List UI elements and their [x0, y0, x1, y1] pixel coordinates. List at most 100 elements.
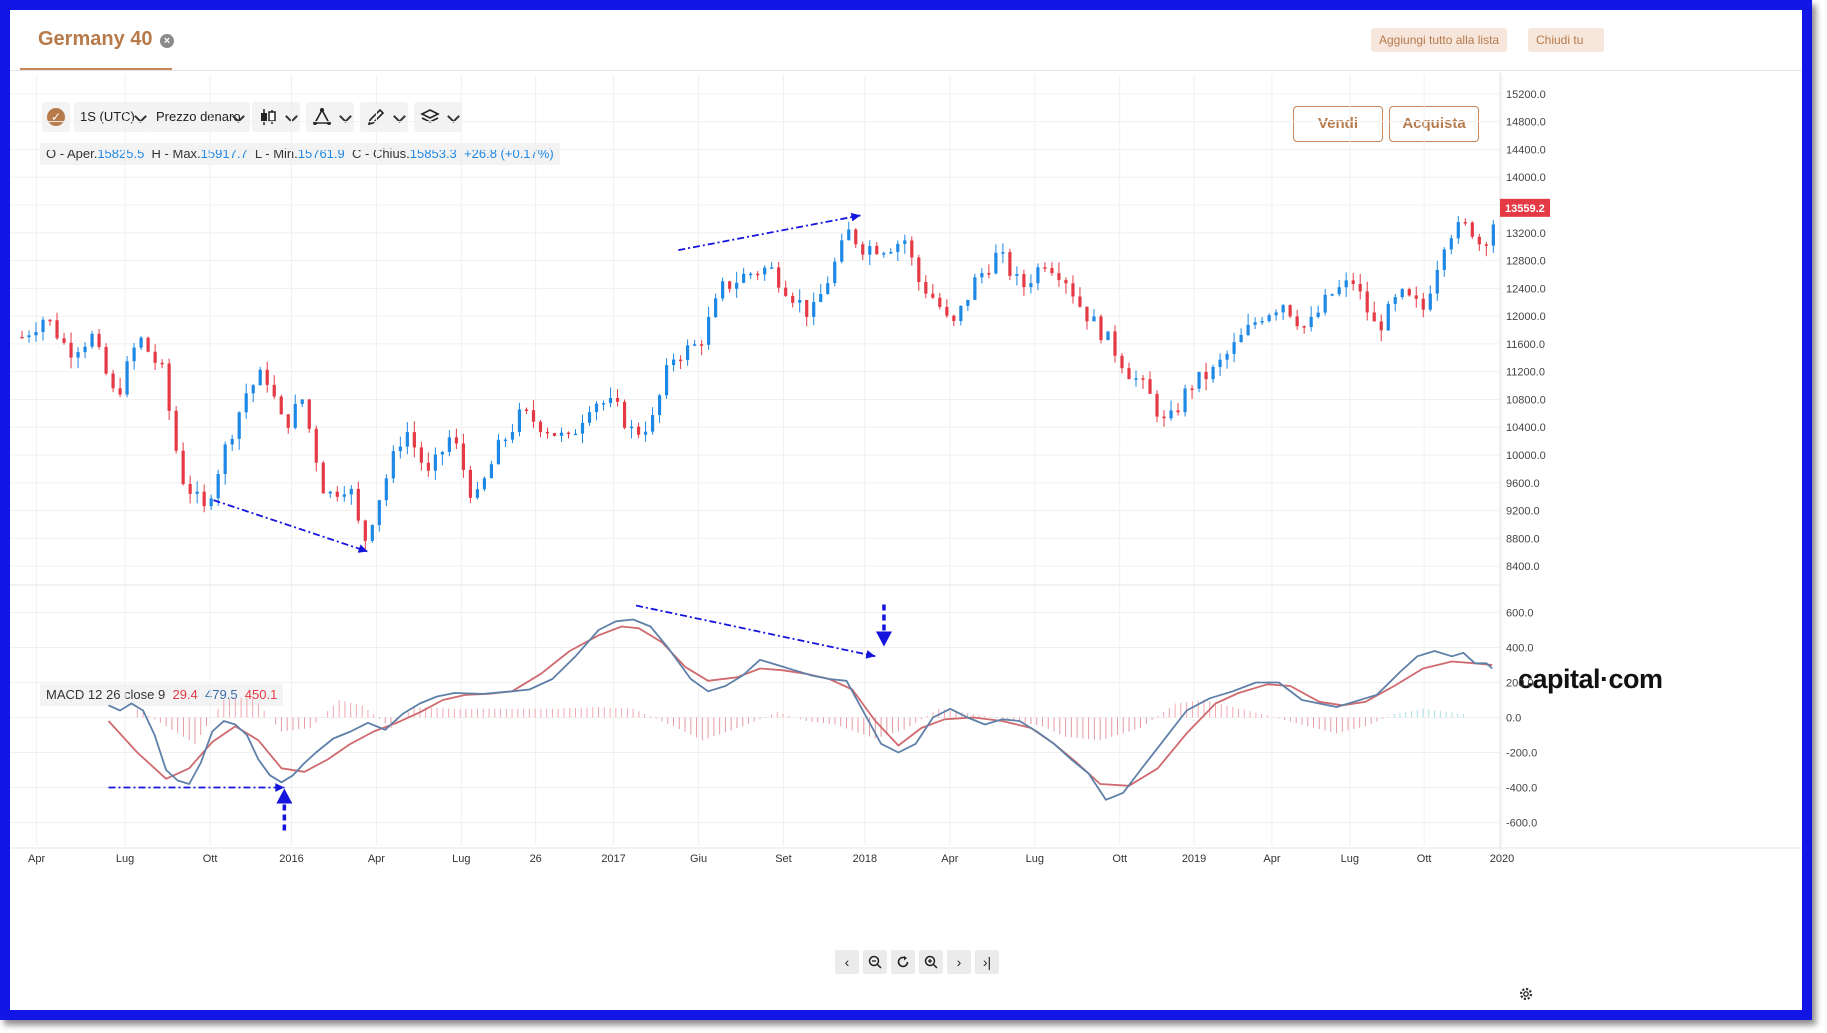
candle-body	[188, 484, 192, 494]
candle-body	[559, 432, 564, 436]
candle-body	[770, 267, 774, 269]
candle-body	[412, 432, 416, 448]
candle-body	[671, 359, 676, 366]
candle-body	[321, 462, 325, 494]
x-tick-label: Ott	[1417, 853, 1432, 865]
candle-body	[237, 412, 241, 439]
candle-body	[826, 283, 830, 295]
change-value: +26.8 (+0.17%)	[464, 146, 554, 161]
candle-body	[938, 297, 942, 307]
chart-type-button[interactable]	[252, 102, 300, 132]
candle-body	[468, 469, 473, 498]
add-all-to-list-button[interactable]: Aggiungi tutto alla lista	[1371, 28, 1508, 52]
candle-body	[987, 273, 991, 275]
tab-title: Germany 40	[38, 28, 153, 50]
scroll-left-button[interactable]: ‹	[835, 950, 859, 974]
x-tick-label: Apr	[941, 853, 958, 865]
candle-body	[384, 478, 388, 501]
candle-body	[496, 439, 501, 465]
candle-body	[763, 267, 767, 275]
price-type-select[interactable]: Prezzo denaro	[150, 102, 250, 132]
candle-body	[153, 351, 157, 363]
candle-body	[1078, 296, 1082, 307]
settings-check-button[interactable]: ✓	[42, 102, 70, 132]
tab-germany-40[interactable]: Germany 40 ×	[20, 10, 174, 70]
candle-body	[1183, 388, 1187, 413]
candle-body	[279, 396, 283, 415]
candle-body	[573, 433, 578, 436]
y-tick-label: 12800.0	[1506, 256, 1546, 268]
candle-body	[90, 333, 94, 347]
candle-body	[615, 398, 620, 402]
candle-body	[742, 273, 746, 283]
candle-body	[664, 365, 669, 396]
timeframe-select[interactable]: 1S (UTC)	[74, 102, 152, 132]
candle-body	[1022, 274, 1026, 288]
candle-body	[1358, 284, 1362, 292]
candle-body	[1302, 326, 1306, 328]
price-trend-arrow-head	[357, 544, 368, 553]
candle-body	[349, 488, 353, 495]
candle-body	[83, 346, 87, 353]
signal-arrow-head	[276, 788, 293, 804]
candle-body	[195, 491, 199, 494]
sell-button[interactable]: Vendi	[1293, 106, 1383, 142]
close-icon[interactable]: ×	[160, 34, 174, 48]
zoom-in-button[interactable]	[919, 950, 943, 974]
gear-icon[interactable]	[1518, 986, 1534, 1002]
candle-body	[244, 393, 248, 413]
scroll-to-end-button[interactable]: ›|	[975, 950, 999, 974]
candle-body	[1330, 294, 1334, 296]
candle-body	[1113, 331, 1117, 356]
candle-body	[868, 246, 872, 255]
candle-body	[693, 344, 697, 346]
candle-body	[286, 414, 290, 428]
layers-button[interactable]	[414, 102, 462, 132]
candle-body	[41, 319, 45, 333]
candle-body	[328, 491, 332, 494]
candle-body	[812, 301, 816, 317]
candle-body	[784, 287, 788, 296]
candle-body	[798, 300, 802, 303]
zoom-out-button[interactable]	[863, 950, 887, 974]
candle-body	[1393, 297, 1397, 304]
candle-body	[104, 346, 108, 374]
pencil-tool-button[interactable]	[360, 102, 408, 132]
zoom-out-icon	[868, 955, 882, 969]
candle-body	[335, 491, 339, 497]
last-price-label: 13559.2	[1505, 203, 1545, 215]
candle-body	[1309, 316, 1313, 328]
candle-body	[440, 451, 444, 455]
buy-button[interactable]: Acquista	[1389, 106, 1479, 142]
y-tick-label: 14400.0	[1506, 144, 1546, 156]
candle-body	[714, 298, 718, 318]
x-tick-label: Ott	[1112, 853, 1127, 865]
candle-body	[1134, 378, 1138, 380]
drawing-tools-button[interactable]	[306, 102, 354, 132]
candle-body	[48, 319, 52, 322]
y-tick-label: -600.0	[1506, 818, 1537, 830]
y-tick-label: -400.0	[1506, 783, 1537, 795]
candle-body	[756, 273, 760, 276]
candle-body	[643, 431, 648, 435]
capital-com-logo: capital·com	[1518, 664, 1663, 694]
candle-body	[1225, 353, 1229, 360]
close-all-button[interactable]: Chiudi tu	[1528, 28, 1604, 52]
candle-body	[265, 369, 269, 385]
open-label: O - Aper.	[46, 146, 98, 161]
candle-body	[258, 369, 262, 386]
candle-body	[1120, 355, 1124, 369]
candle-body	[1386, 303, 1390, 331]
scroll-right-button[interactable]: ›	[947, 950, 971, 974]
candle-body	[1008, 252, 1012, 276]
candle-body	[293, 403, 297, 428]
candle-body	[461, 443, 465, 470]
y-tick-label: 14800.0	[1506, 117, 1546, 129]
candle-body	[97, 333, 101, 347]
y-tick-label: 10000.0	[1506, 450, 1546, 462]
candle-body	[700, 344, 704, 346]
y-tick-label: 11200.0	[1506, 367, 1545, 379]
y-tick-label: 8800.0	[1506, 533, 1540, 545]
candle-body	[1232, 342, 1236, 354]
reset-button[interactable]	[891, 950, 915, 974]
